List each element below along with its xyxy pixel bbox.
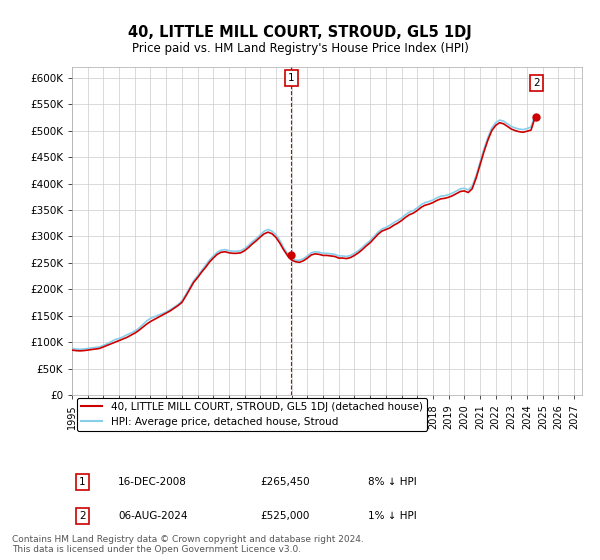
Text: 40, LITTLE MILL COURT, STROUD, GL5 1DJ: 40, LITTLE MILL COURT, STROUD, GL5 1DJ (128, 25, 472, 40)
Text: Price paid vs. HM Land Registry's House Price Index (HPI): Price paid vs. HM Land Registry's House … (131, 42, 469, 55)
Text: 2: 2 (79, 511, 86, 521)
Text: 1: 1 (79, 477, 86, 487)
Text: £265,450: £265,450 (260, 477, 310, 487)
Text: 06-AUG-2024: 06-AUG-2024 (118, 511, 187, 521)
Legend: 40, LITTLE MILL COURT, STROUD, GL5 1DJ (detached house), HPI: Average price, det: 40, LITTLE MILL COURT, STROUD, GL5 1DJ (… (77, 398, 427, 431)
Text: £525,000: £525,000 (260, 511, 310, 521)
Text: Contains HM Land Registry data © Crown copyright and database right 2024.
This d: Contains HM Land Registry data © Crown c… (12, 535, 364, 554)
Text: 8% ↓ HPI: 8% ↓ HPI (368, 477, 416, 487)
Text: 1: 1 (288, 73, 295, 83)
Text: 16-DEC-2008: 16-DEC-2008 (118, 477, 187, 487)
Text: 2: 2 (533, 78, 540, 88)
Text: 1% ↓ HPI: 1% ↓ HPI (368, 511, 416, 521)
